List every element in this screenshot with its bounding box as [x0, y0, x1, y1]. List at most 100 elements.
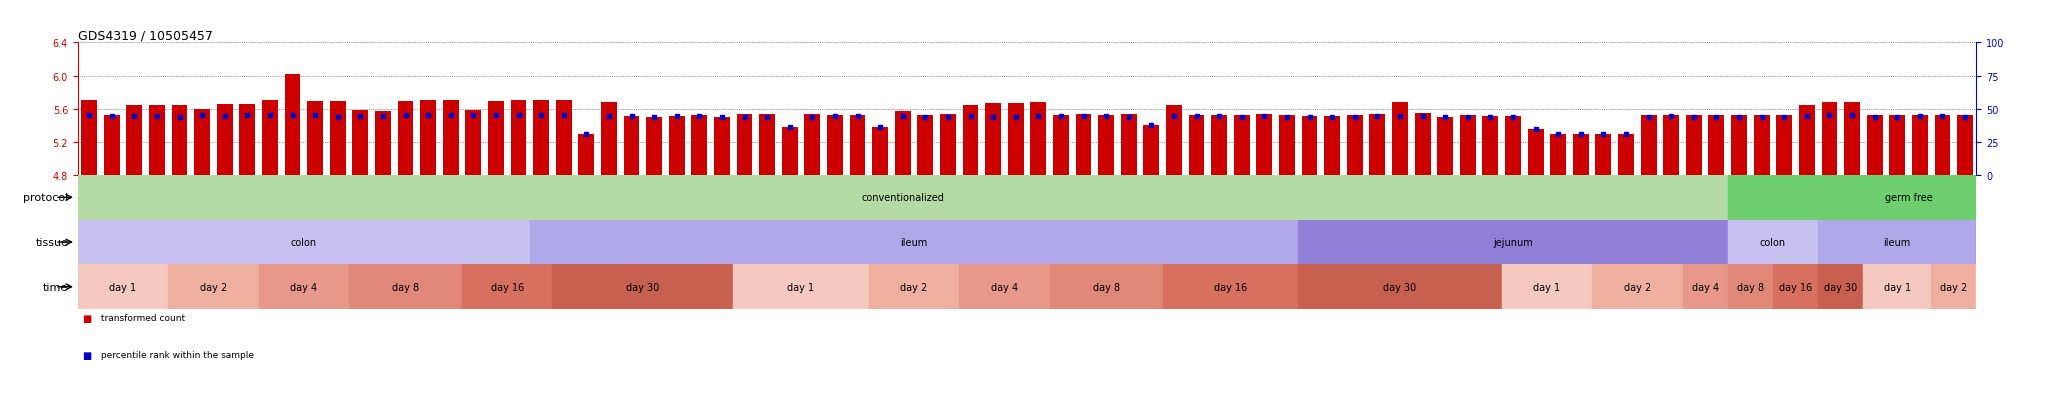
- Text: ileum: ileum: [1884, 237, 1911, 247]
- Bar: [1188, 115, 1204, 176]
- Point: [1700, 114, 1733, 121]
- Bar: [715, 118, 729, 176]
- Point: [1677, 114, 1710, 121]
- Bar: [1280, 116, 1294, 176]
- Point: [1722, 114, 1755, 121]
- Bar: [600, 103, 616, 176]
- Point: [1407, 114, 1440, 120]
- Text: day 4: day 4: [1692, 282, 1718, 292]
- Text: day 30: day 30: [1382, 282, 1417, 292]
- Bar: [1325, 117, 1339, 176]
- Bar: [1866, 116, 1882, 176]
- Point: [164, 114, 197, 121]
- Bar: [578, 134, 594, 176]
- Point: [1384, 114, 1417, 120]
- Bar: [1976, 220, 2048, 265]
- Text: day 2: day 2: [901, 282, 928, 292]
- Bar: [1030, 103, 1047, 176]
- Bar: [1393, 103, 1407, 176]
- Bar: [760, 114, 774, 176]
- Bar: [352, 111, 369, 176]
- Bar: [1729, 176, 2048, 220]
- Text: GDS4319 / 10505457: GDS4319 / 10505457: [78, 29, 213, 42]
- Bar: [262, 100, 279, 176]
- Point: [592, 114, 625, 120]
- Bar: [195, 109, 211, 176]
- Point: [637, 114, 670, 121]
- Point: [1292, 114, 1325, 121]
- Bar: [918, 116, 934, 176]
- Bar: [1143, 126, 1159, 176]
- Bar: [1550, 135, 1567, 176]
- Bar: [555, 101, 571, 176]
- Bar: [127, 105, 141, 176]
- Point: [141, 114, 174, 120]
- Text: day 8: day 8: [391, 282, 420, 292]
- Bar: [530, 220, 1298, 265]
- Point: [1090, 114, 1122, 120]
- Text: day 30: day 30: [1825, 282, 1858, 292]
- Text: time: time: [43, 282, 68, 292]
- Bar: [963, 105, 979, 176]
- Text: colon: colon: [1759, 237, 1786, 247]
- Bar: [1819, 265, 1864, 309]
- Point: [479, 113, 512, 119]
- Point: [1858, 114, 1890, 121]
- Text: day 8: day 8: [1094, 282, 1120, 292]
- Bar: [1298, 220, 1729, 265]
- Bar: [1913, 115, 1927, 176]
- Bar: [285, 75, 301, 176]
- Bar: [1370, 114, 1384, 176]
- Point: [1452, 114, 1485, 121]
- Point: [1880, 114, 1913, 121]
- Bar: [1686, 116, 1702, 176]
- Bar: [1163, 265, 1298, 309]
- Point: [954, 114, 987, 120]
- Point: [682, 114, 715, 120]
- Point: [231, 113, 264, 119]
- Point: [1225, 114, 1257, 121]
- Text: day 0: day 0: [2019, 282, 2046, 292]
- Bar: [1348, 116, 1362, 176]
- Text: percentile rank within the sample: percentile rank within the sample: [98, 351, 254, 360]
- Text: day 1: day 1: [1534, 282, 1561, 292]
- Point: [524, 113, 557, 119]
- Bar: [1120, 114, 1137, 176]
- Text: germ free: germ free: [1884, 193, 1933, 203]
- Point: [797, 114, 829, 121]
- Point: [729, 114, 762, 121]
- Point: [1044, 114, 1077, 120]
- Point: [322, 114, 354, 121]
- Bar: [805, 114, 821, 176]
- Bar: [1573, 134, 1589, 176]
- Bar: [1819, 220, 1976, 265]
- Point: [1767, 114, 1800, 121]
- Bar: [1008, 104, 1024, 176]
- Bar: [625, 117, 639, 176]
- Bar: [1595, 134, 1612, 176]
- Bar: [532, 101, 549, 176]
- Bar: [1505, 117, 1522, 176]
- Text: transformed count: transformed count: [98, 313, 186, 323]
- Text: day 2: day 2: [201, 282, 227, 292]
- Bar: [510, 101, 526, 176]
- Text: day 1: day 1: [109, 282, 137, 292]
- Bar: [1501, 265, 1591, 309]
- Point: [74, 113, 106, 119]
- Bar: [1618, 134, 1634, 176]
- Point: [1135, 123, 1167, 129]
- Point: [1202, 114, 1235, 120]
- Bar: [1233, 115, 1249, 176]
- Text: conventionalized: conventionalized: [862, 193, 944, 203]
- Point: [1610, 131, 1642, 138]
- Point: [1903, 114, 1935, 120]
- Bar: [647, 118, 662, 176]
- Point: [774, 124, 807, 131]
- Bar: [487, 102, 504, 176]
- Bar: [1821, 103, 1837, 176]
- Point: [389, 113, 422, 119]
- Point: [547, 113, 580, 119]
- Bar: [258, 265, 348, 309]
- Point: [344, 114, 377, 120]
- Bar: [307, 102, 324, 176]
